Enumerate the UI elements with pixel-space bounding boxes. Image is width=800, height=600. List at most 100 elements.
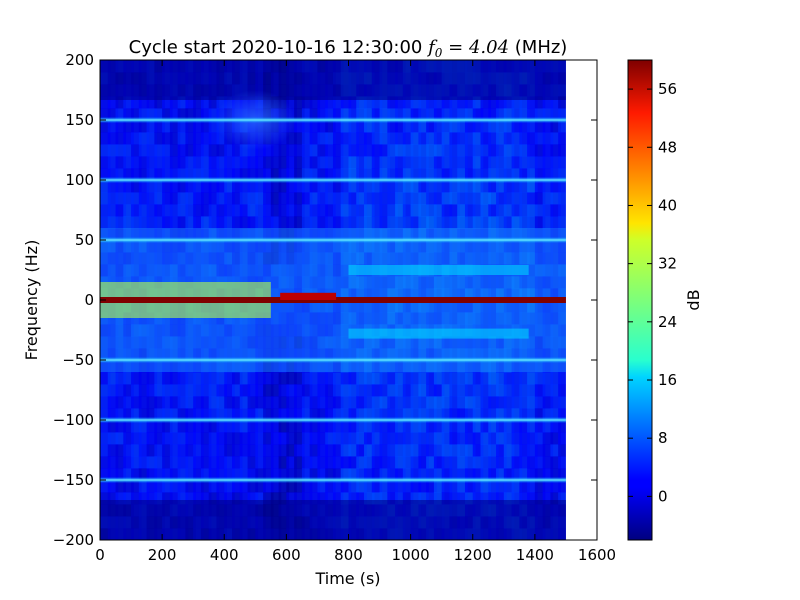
heatmap-cell [379,360,391,373]
heatmap-cell [216,252,227,265]
heatmap-cell [216,492,227,505]
heatmap-cell [200,96,212,109]
x-tick-label: 1000 [392,546,430,564]
heatmap-cell [550,120,561,133]
heatmap-cell [348,396,359,409]
heatmap-cell [379,144,391,157]
heatmap-cell [356,396,367,409]
heatmap-cell [239,324,251,337]
heatmap-cell [100,168,111,181]
heatmap-cell [433,156,445,169]
heatmap-cell [340,324,352,337]
heatmap-cell [154,492,165,505]
heatmap-cell [364,276,375,289]
heatmap-cell [433,228,445,241]
heatmap-cell [527,240,538,253]
heatmap-cell [200,456,212,469]
heatmap-cell [519,420,530,433]
heatmap-cell [472,252,484,265]
heatmap-cell [519,372,530,385]
heatmap-cell [503,492,515,505]
heatmap-cell [115,204,127,217]
heatmap-cell [348,312,359,325]
heatmap-cell [519,96,530,109]
heatmap-cell [317,108,328,121]
heatmap-cell [332,468,344,481]
heatmap-cell [278,312,290,325]
heatmap-cell [162,336,173,349]
heatmap-cell [418,396,429,409]
heatmap-cell [301,384,313,397]
heatmap-cell [162,432,173,445]
heatmap-cell [224,144,235,157]
heatmap-cell [472,192,484,205]
heatmap-cell [464,144,476,157]
heatmap-cell [131,252,142,265]
heatmap-cell [131,420,142,433]
heatmap-cell [480,252,492,265]
heatmap-cell [418,156,429,169]
heatmap-cell [550,168,561,181]
heatmap-cell [177,240,189,253]
heatmap-cell [449,192,460,205]
heatmap-cell [247,204,259,217]
heatmap-cell [464,300,476,313]
heatmap-cell [270,144,282,157]
heatmap-cell [255,396,266,409]
heatmap-cell [216,204,227,217]
heatmap-cell [138,228,150,241]
heatmap-cell [100,420,111,433]
heatmap-cell [131,432,142,445]
heatmap-cell [480,192,492,205]
heatmap-cell [472,120,484,133]
heatmap-cell [488,336,499,349]
heatmap-cell [379,468,391,481]
heatmap-cell [177,204,189,217]
heatmap-cell [550,288,561,301]
heatmap-cell [496,384,507,397]
heatmap-cell [395,360,406,373]
heatmap-cell [317,168,328,181]
heatmap-cell [309,96,321,109]
heatmap-cell [558,204,569,217]
heatmap-cell [131,384,142,397]
heatmap-cell [464,120,476,133]
heatmap-cell [185,108,196,121]
heatmap-cell [138,396,150,409]
heatmap-cell [503,252,515,265]
heatmap-cell [154,360,165,373]
heatmap-cell [371,492,383,505]
heatmap-cell [433,372,445,385]
sideband [348,265,529,275]
heatmap-cell [216,372,227,385]
heatmap-cell [534,432,546,445]
heatmap-cell [511,252,523,265]
heatmap-cell [224,180,235,193]
heatmap-cell [294,144,305,157]
heatmap-cell [185,336,196,349]
heatmap-cell [154,468,165,481]
heatmap-cell [387,204,398,217]
heatmap-cell [395,300,406,313]
heatmap-cell [472,444,484,457]
heatmap-cell [100,312,111,325]
heatmap-cell [309,444,321,457]
heatmap-cell [278,180,290,193]
heatmap-cell [193,456,204,469]
heatmap-cell [146,360,158,373]
heatmap-cell [177,312,189,325]
heatmap-cell [356,456,367,469]
heatmap-cell [472,408,484,421]
heatmap-cell [301,180,313,193]
heatmap-cell [496,120,507,133]
colorbar-tick-label: 56 [658,80,677,98]
heatmap-cell [550,108,561,121]
heatmap-cell [457,372,468,385]
heatmap-cell [107,252,119,265]
heatmap-cell [449,384,460,397]
heatmap-cell [216,468,227,481]
heatmap-cell [309,132,321,145]
heatmap-cell [542,108,554,121]
heatmap-cell [325,180,336,193]
heatmap-cell [371,108,383,121]
